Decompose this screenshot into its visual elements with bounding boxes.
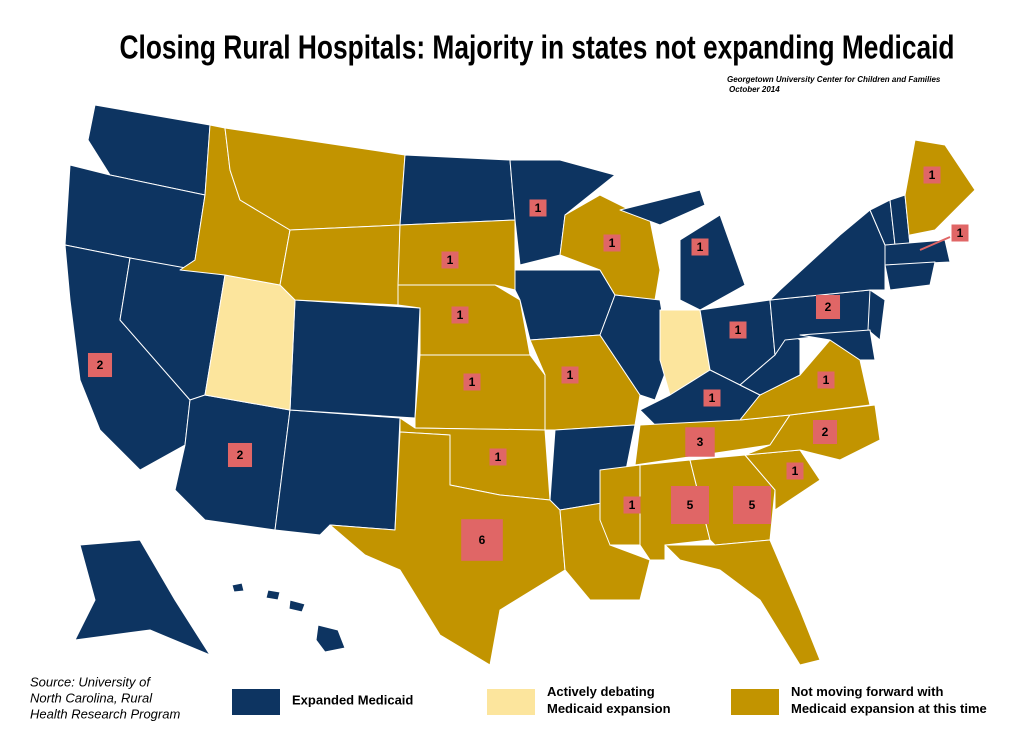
- state: [867, 289, 886, 341]
- closure-box: [451, 306, 469, 324]
- legend-label: Medicaid expansion: [547, 701, 671, 716]
- source: North Carolina, Rural: [30, 690, 153, 705]
- closure-count: 1: [697, 240, 704, 254]
- pointer-line: [919, 236, 951, 251]
- closure-count: 1: [457, 308, 464, 322]
- closure-box: [670, 485, 710, 525]
- legend-label: Actively debating: [547, 684, 655, 699]
- state: [289, 299, 421, 419]
- closure-box: [817, 371, 835, 389]
- legend: Expanded Medicaid Actively debating Medica…: [232, 684, 987, 716]
- closure-count: 1: [535, 201, 542, 215]
- closure-box: [703, 389, 721, 407]
- closure-box: [732, 485, 772, 525]
- closure-box: [227, 442, 253, 468]
- markers: 1 1 1 1 1 1 1 1 1 2 1 2 3 1 1 2 2 6 1 5 5 1 1: [87, 166, 969, 561]
- closure-box: [623, 496, 641, 514]
- state: [739, 339, 871, 421]
- closure-box: [786, 462, 804, 480]
- closure-count: 1: [735, 323, 742, 337]
- closure-count: 1: [792, 464, 799, 478]
- state: [231, 582, 245, 593]
- closure-box: [87, 352, 113, 378]
- closure-count: 1: [629, 498, 636, 512]
- closure-count: 2: [97, 358, 104, 372]
- source: Health Research Program: [30, 706, 180, 721]
- state: [514, 269, 616, 341]
- closure-box: [951, 224, 969, 242]
- state: [664, 539, 821, 666]
- closure-box: [685, 427, 715, 457]
- state: [599, 294, 671, 401]
- closure-box: [529, 199, 547, 217]
- state: [265, 589, 281, 601]
- closure-box: [441, 251, 459, 269]
- state: [274, 409, 401, 536]
- closure-count: 1: [709, 391, 716, 405]
- closure-count: 3: [697, 435, 704, 449]
- closure-box: [812, 419, 838, 445]
- state: [884, 239, 951, 266]
- closure-count: 1: [929, 168, 936, 182]
- state: [884, 261, 936, 291]
- state: [679, 214, 746, 311]
- state: [74, 539, 211, 656]
- legend-swatch: [487, 689, 535, 715]
- closure-box: [561, 366, 579, 384]
- state: [399, 154, 516, 226]
- closure-count: 1: [567, 368, 574, 382]
- legend-swatch: [232, 689, 280, 715]
- closure-box: [463, 373, 481, 391]
- legend-label: Expanded Medicaid: [292, 692, 413, 707]
- closure-count: 2: [825, 300, 832, 314]
- state: [329, 431, 566, 666]
- state: [315, 624, 346, 653]
- state: [599, 464, 641, 546]
- credit: Georgetown University Center for Childre…: [727, 75, 941, 84]
- title: Closing Rural Hospitals: Majority in sta…: [120, 29, 955, 66]
- closure-box: [729, 321, 747, 339]
- closure-count: 5: [687, 498, 694, 512]
- closure-count: 1: [447, 253, 454, 267]
- state: [414, 354, 546, 431]
- closure-box: [923, 166, 941, 184]
- closure-count: 1: [823, 373, 830, 387]
- states: [64, 104, 976, 666]
- closure-count: 1: [609, 236, 616, 250]
- closure-count: 5: [749, 498, 756, 512]
- state: [288, 599, 306, 613]
- closure-count: 2: [822, 425, 829, 439]
- closure-box: [691, 238, 709, 256]
- state: [799, 329, 876, 361]
- legend-label: Medicaid expansion at this time: [791, 701, 987, 716]
- closure-count: 1: [469, 375, 476, 389]
- legend-label: Not moving forward with: [791, 684, 943, 699]
- closure-count: 6: [479, 533, 486, 547]
- source: Source: University of: [30, 674, 151, 689]
- closure-box: [815, 294, 841, 320]
- state: [769, 209, 886, 301]
- closure-count: 1: [495, 450, 502, 464]
- closure-box: [489, 448, 507, 466]
- closure-box: [461, 519, 503, 561]
- closure-count: 1: [957, 226, 964, 240]
- state: [619, 189, 706, 226]
- credit: October 2014: [729, 85, 780, 94]
- state: [279, 224, 401, 306]
- legend-swatch: [731, 689, 779, 715]
- closure-count: 2: [237, 448, 244, 462]
- closure-box: [603, 234, 621, 252]
